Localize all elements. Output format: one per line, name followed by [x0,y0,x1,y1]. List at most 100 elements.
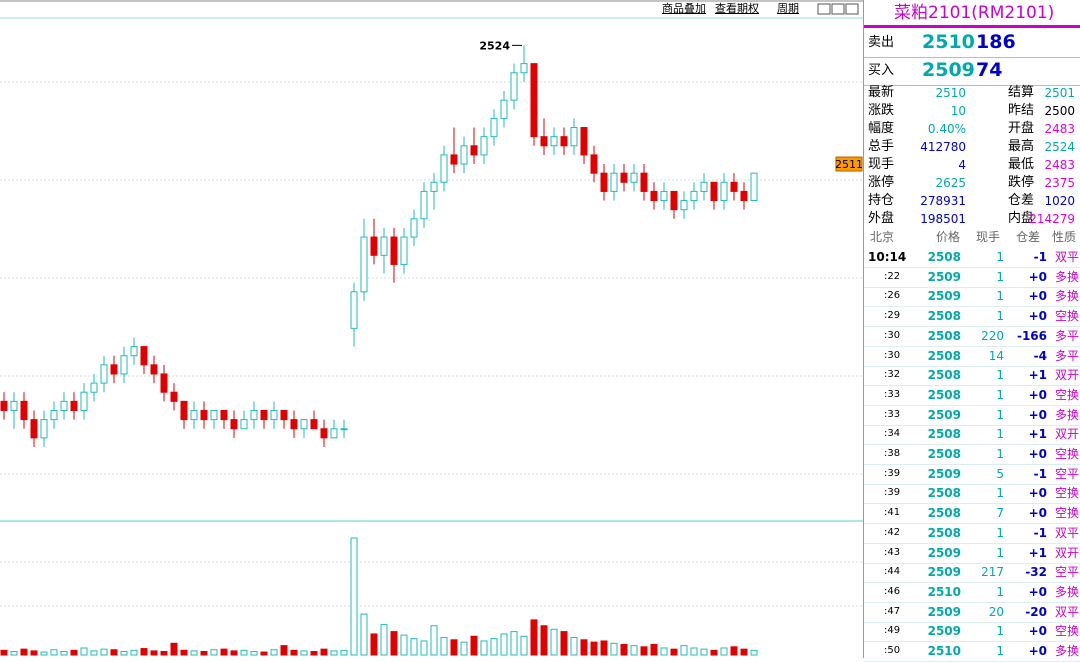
stat-value: 2483 [1044,122,1075,136]
stat-value: 2524 [1044,140,1075,154]
toolbar-link[interactable]: 查看期权 [715,2,759,15]
row-separator [864,345,1080,347]
row-separator [864,601,1080,603]
stat-value: 0.40% [927,122,966,136]
volume-bar [60,650,68,656]
tick-volume: 1 [996,525,1004,540]
volume-bar [670,648,678,656]
tick-nature: 双平 [1054,525,1079,540]
candle-body [90,382,98,393]
row-separator [864,385,1080,387]
stat-label: 涨跌 [868,103,895,118]
volume-bar [180,649,188,656]
volume-bar [640,646,648,656]
volume-bar [360,613,368,656]
toolbar-link[interactable]: 商品叠加 [662,2,706,15]
tick-volume: 1 [996,545,1004,560]
tick-time: :22 [884,270,901,282]
row-separator [864,444,1080,446]
candle-body [450,154,458,165]
tick-volume: 1 [996,289,1004,304]
row-separator [864,57,1080,58]
tick-oi-change: +0 [1028,506,1047,521]
volume-bar [750,649,758,656]
row-separator [864,326,1080,328]
tick-oi-change: +0 [1028,407,1047,422]
tick-time: :39 [884,487,901,499]
candle-body [10,400,18,411]
tick-oi-change: +0 [1028,584,1047,599]
candle-body [490,117,498,138]
volume-bar [740,648,748,656]
tick-nature: 双平 [1054,604,1079,619]
tick-price: 2508 [927,348,961,363]
candle-body [100,364,108,384]
row-separator [864,582,1080,584]
tick-price: 2510 [927,644,961,658]
volume-bar [630,645,638,656]
volume-bar [160,650,168,656]
volume-bar [80,647,88,656]
candle-body [50,409,58,421]
candle-body [680,200,688,211]
volume-bar [320,648,328,656]
tick-price: 2509 [927,604,961,619]
volume-bar [100,648,108,656]
candle-body [190,409,198,421]
candle-body [460,145,468,165]
peak-label: 2524 [479,39,510,52]
tick-oi-change: +1 [1028,545,1047,560]
row-separator [864,542,1080,544]
tick-volume: 1 [996,486,1004,501]
candle-body [720,181,728,202]
stat-label: 最低 [1008,157,1035,172]
candle-body [550,136,558,147]
tick-nature: 双开 [1054,545,1079,560]
row-separator [864,483,1080,485]
volume-bar [520,635,528,656]
candle-body [390,236,398,265]
tick-oi-change: -1 [1033,466,1047,481]
candle-body [410,218,418,238]
volume-bar [300,650,308,656]
volume-bar [530,619,538,656]
volume-bar [310,650,318,656]
candle-body [310,419,318,430]
title-underline [864,25,1080,28]
volume-bar [140,648,148,656]
row-separator [864,306,1080,308]
tick-oi-change: -4 [1033,348,1047,363]
stat-value: 2501 [1044,86,1075,100]
tick-time: :33 [884,388,901,400]
volume-bar [660,647,668,656]
volume-bar [30,650,38,656]
stat-label: 外盘 [868,211,895,226]
tick-nature: 多换 [1054,407,1079,422]
volume-bar [730,646,738,656]
bid-price: 2509 [922,59,975,81]
candle-body [150,364,158,375]
candle-body [750,172,758,202]
candle-body [560,136,568,147]
candle-body [260,409,268,421]
volume-bar [490,638,498,656]
stat-value: 2625 [935,176,966,190]
stat-value: 2375 [1044,176,1075,190]
stat-label: 持仓 [868,193,895,208]
row-separator [864,286,1080,288]
tick-price: 2509 [927,466,961,481]
candle-body [250,409,258,421]
tick-price: 2509 [927,407,961,422]
stat-value: 198501 [920,212,966,226]
tick-price: 2508 [927,447,961,461]
volume-bar [270,649,278,656]
tick-time: :44 [884,566,901,578]
volume-bar [120,650,128,656]
tick-nature: 空平 [1054,565,1079,580]
last-price-box [835,156,863,172]
toolbar-link[interactable]: 周期 [777,2,799,15]
stat-value: 1020 [1044,194,1075,208]
tick-volume: 1 [996,368,1004,383]
row-separator [864,267,1080,268]
candle-body [420,190,428,220]
